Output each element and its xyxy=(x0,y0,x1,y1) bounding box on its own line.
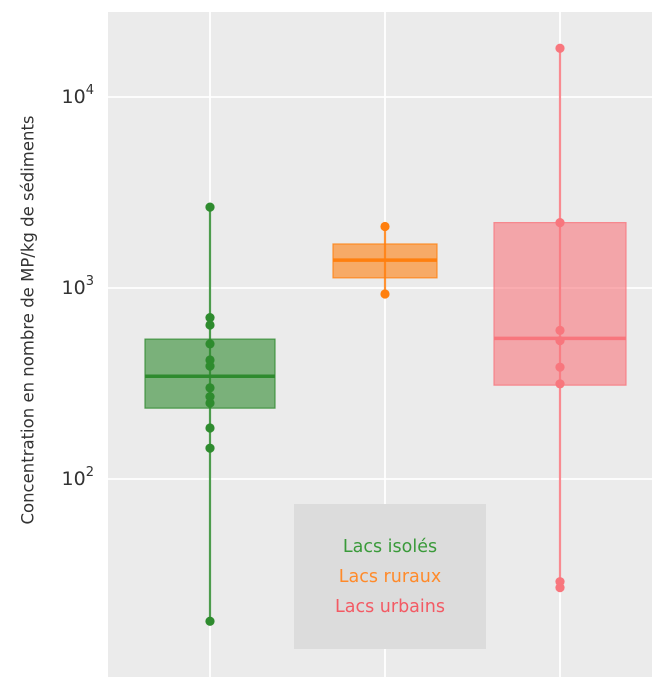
legend-entry-lacs-ruraux: Lacs ruraux xyxy=(338,566,442,587)
data-point xyxy=(205,398,215,408)
legend-entry-lacs-isoles: Lacs isolés xyxy=(342,536,438,557)
series-2 xyxy=(332,221,438,299)
data-point xyxy=(205,320,215,330)
y-tick-exponent: 2 xyxy=(86,465,94,480)
series-3 xyxy=(493,43,627,593)
y-tick-label: 102 xyxy=(62,465,94,490)
data-point xyxy=(555,379,565,389)
data-point xyxy=(555,217,565,228)
y-tick-base: 10 xyxy=(62,468,86,490)
legend-entry-lacs-urbains: Lacs urbains xyxy=(335,596,445,617)
series-1 xyxy=(144,202,276,626)
data-point xyxy=(555,43,565,53)
y-tick-exponent: 3 xyxy=(86,274,94,289)
data-point xyxy=(205,383,215,393)
data-point xyxy=(205,423,215,433)
data-point xyxy=(205,392,215,402)
y-tick-base: 10 xyxy=(62,277,86,299)
data-point xyxy=(555,583,565,593)
data-point xyxy=(555,336,565,346)
data-point xyxy=(205,616,215,626)
data-point xyxy=(205,339,215,349)
data-point xyxy=(205,361,215,371)
iqr-box xyxy=(493,221,627,386)
y-tick-label: 104 xyxy=(62,83,94,108)
data-point xyxy=(205,312,215,323)
data-point xyxy=(380,221,390,232)
data-point xyxy=(205,443,215,453)
y-axis-label: Concentration en nombre de MP/kg de sédi… xyxy=(18,115,38,525)
y-tick-label: 103 xyxy=(62,274,94,299)
y-tick-exponent: 4 xyxy=(86,83,94,98)
data-point xyxy=(555,362,565,372)
y-tick-base: 10 xyxy=(62,86,86,108)
legend: Lacs isolés Lacs ruraux Lacs urbains xyxy=(294,504,486,649)
box-series xyxy=(144,43,627,626)
data-point xyxy=(205,202,215,212)
data-point xyxy=(555,325,565,335)
data-point xyxy=(380,289,390,299)
